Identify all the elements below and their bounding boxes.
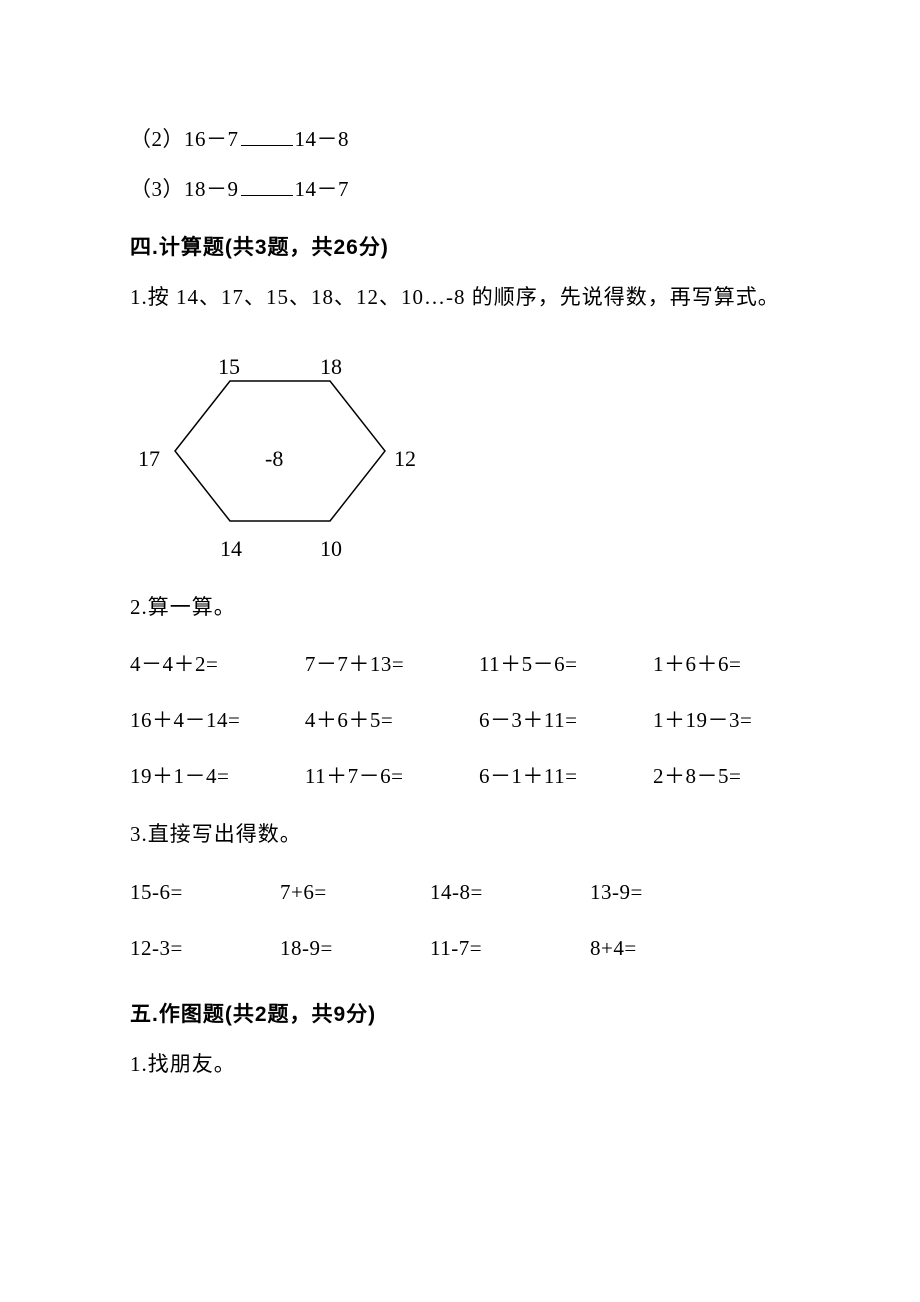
calc-cell: 4＋6＋5= <box>305 693 479 749</box>
section4-q2-table: 4－4＋2= 7－7＋13= 11＋5－6= 1＋6＋6= 16＋4－14= 4… <box>130 637 790 805</box>
calc-cell: 4－4＋2= <box>130 637 305 693</box>
calc-cell: 14-8= <box>430 865 590 921</box>
hex-label-center: -8 <box>265 438 283 480</box>
calc-cell: 6－1＋11= <box>479 749 653 805</box>
hexagon-diagram: 15 18 12 10 14 17 -8 <box>130 336 430 566</box>
hex-label-bottom-left: 14 <box>220 528 242 570</box>
section4-q3-table: 15-6= 7+6= 14-8= 13-9= 12-3= 18-9= 11-7=… <box>130 865 730 977</box>
calc-cell: 12-3= <box>130 921 280 977</box>
calc-cell: 7+6= <box>280 865 430 921</box>
section4-q2-label: 2.算一算。 <box>130 588 790 628</box>
comparison-2-left: （2）16－7 <box>130 127 239 151</box>
section4-q3-label: 3.直接写出得数。 <box>130 815 790 855</box>
hex-label-top-right: 18 <box>320 346 342 388</box>
table-row: 15-6= 7+6= 14-8= 13-9= <box>130 865 730 921</box>
calc-cell: 18-9= <box>280 921 430 977</box>
calc-cell: 16＋4－14= <box>130 693 305 749</box>
hex-label-top-left: 15 <box>218 346 240 388</box>
calc-cell: 11＋7－6= <box>305 749 479 805</box>
calc-cell: 6－3＋11= <box>479 693 653 749</box>
calc-cell: 7－7＋13= <box>305 637 479 693</box>
calc-cell: 8+4= <box>590 921 730 977</box>
calc-cell: 1＋19－3= <box>653 693 790 749</box>
table-row: 16＋4－14= 4＋6＋5= 6－3＋11= 1＋19－3= <box>130 693 790 749</box>
table-row: 19＋1－4= 11＋7－6= 6－1＋11= 2＋8－5= <box>130 749 790 805</box>
table-row: 4－4＋2= 7－7＋13= 11＋5－6= 1＋6＋6= <box>130 637 790 693</box>
calc-cell: 15-6= <box>130 865 280 921</box>
comparison-3-blank[interactable] <box>241 172 293 196</box>
comparison-2-right: 14－8 <box>295 127 350 151</box>
calc-cell: 11-7= <box>430 921 590 977</box>
calc-cell: 2＋8－5= <box>653 749 790 805</box>
comparison-line-2: （2）16－7 14－8 <box>130 120 790 160</box>
calc-cell: 13-9= <box>590 865 730 921</box>
hex-label-left: 17 <box>138 438 160 480</box>
hex-label-right: 12 <box>394 438 416 480</box>
calc-cell: 1＋6＋6= <box>653 637 790 693</box>
section4-q1: 1.按 14、17、15、18、12、10…-8 的顺序，先说得数，再写算式。 <box>130 278 790 318</box>
section-4-header: 四.计算题(共3题，共26分) <box>130 228 790 268</box>
comparison-2-blank[interactable] <box>241 122 293 146</box>
comparison-3-left: （3）18－9 <box>130 177 239 201</box>
hex-label-bottom-right: 10 <box>320 528 342 570</box>
table-row: 12-3= 18-9= 11-7= 8+4= <box>130 921 730 977</box>
section5-q1: 1.找朋友。 <box>130 1045 790 1085</box>
comparison-line-3: （3）18－9 14－7 <box>130 170 790 210</box>
section-5-header: 五.作图题(共2题，共9分) <box>130 995 790 1035</box>
comparison-3-right: 14－7 <box>295 177 350 201</box>
calc-cell: 19＋1－4= <box>130 749 305 805</box>
calc-cell: 11＋5－6= <box>479 637 653 693</box>
